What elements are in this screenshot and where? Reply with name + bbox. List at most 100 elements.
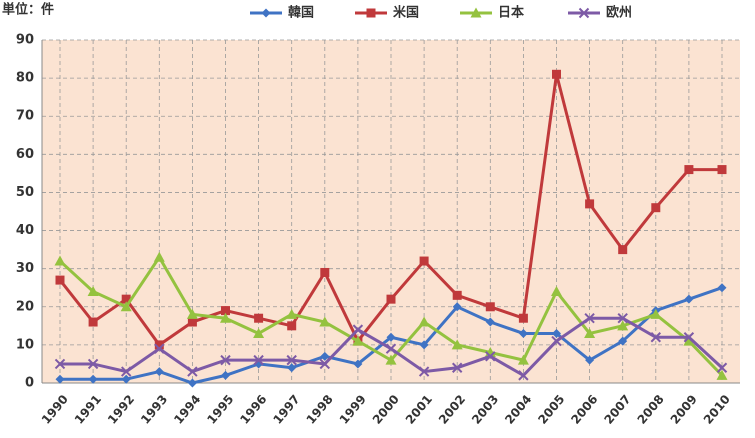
data-point [286, 308, 298, 319]
x-tick-label: 2009 [668, 392, 700, 427]
data-point [55, 275, 65, 285]
data-point [287, 321, 297, 331]
y-tick-label: 60 [16, 147, 34, 162]
legend-label: 日本 [498, 5, 524, 21]
data-point [452, 302, 462, 312]
y-tick-label: 80 [16, 71, 34, 86]
y-tick-label: 20 [16, 299, 34, 314]
data-point [418, 366, 430, 377]
data-point [88, 317, 98, 327]
x-tick-label: 2007 [601, 392, 633, 427]
data-point [120, 366, 132, 377]
y-tick-label: 70 [16, 109, 34, 124]
data-point [154, 340, 164, 350]
y-tick-label: 10 [16, 337, 34, 352]
data-point [451, 362, 463, 373]
data-point [54, 255, 66, 266]
data-point [650, 332, 662, 343]
data-point [518, 328, 528, 338]
data-point [54, 358, 66, 370]
data-point [716, 369, 728, 380]
data-point [617, 313, 628, 324]
x-tick-label: 2008 [635, 392, 667, 427]
data-point [320, 351, 330, 361]
data-point [220, 354, 231, 366]
x-tick-label: 2006 [568, 392, 600, 427]
data-point [187, 317, 197, 327]
data-point [385, 343, 397, 354]
y-tick-label: 0 [25, 376, 34, 391]
data-point [650, 308, 662, 319]
data-point [716, 362, 728, 373]
chart-title: 単位：件 [2, 2, 54, 18]
y-tick-label: 50 [16, 185, 34, 200]
data-point [618, 336, 628, 346]
data-point [55, 374, 65, 384]
data-point [87, 286, 99, 297]
data-point [186, 308, 198, 319]
data-point [386, 332, 396, 342]
data-point [684, 165, 694, 175]
data-point [385, 354, 397, 365]
y-tick-label: 40 [16, 223, 34, 238]
data-point [618, 245, 628, 255]
x-tick-label: 1994 [171, 392, 203, 427]
legend-label: 欧州 [606, 5, 632, 21]
data-point [153, 251, 165, 262]
data-point [683, 335, 695, 346]
legend-label: 米国 [393, 5, 419, 21]
data-point [88, 374, 98, 384]
data-point [319, 358, 331, 370]
x-tick-label: 1999 [337, 392, 369, 427]
data-point [651, 203, 661, 213]
data-point [253, 327, 265, 338]
x-tick-label: 2000 [370, 392, 402, 427]
data-point [451, 339, 463, 350]
x-tick-label: 2010 [701, 392, 733, 427]
data-point [221, 306, 230, 316]
data-point [187, 378, 197, 388]
data-point [683, 332, 695, 343]
data-point [254, 313, 264, 323]
legend-marker [578, 7, 590, 19]
data-point [286, 354, 297, 366]
data-point [518, 370, 529, 381]
data-point [551, 335, 562, 347]
x-tick-label: 2002 [436, 392, 468, 427]
data-point [87, 358, 99, 370]
data-point [517, 354, 529, 365]
x-tick-label: 2003 [469, 392, 501, 427]
data-point [585, 199, 595, 209]
data-point [386, 294, 396, 304]
data-point [253, 354, 264, 366]
data-point [552, 69, 561, 79]
data-point [584, 327, 596, 338]
data-point [419, 340, 429, 350]
data-point [617, 320, 629, 331]
data-point [485, 317, 495, 327]
data-point [584, 313, 595, 324]
x-tick-label: 1993 [138, 392, 170, 427]
data-point [120, 301, 132, 312]
y-tick-label: 90 [16, 33, 34, 48]
data-point [320, 267, 330, 277]
data-point [319, 316, 331, 327]
data-point [485, 351, 496, 362]
data-point [187, 366, 198, 377]
legend-marker [366, 8, 376, 18]
data-point [287, 363, 297, 373]
data-point [518, 313, 528, 323]
data-point [585, 355, 595, 365]
data-point [551, 286, 562, 297]
legend-marker [261, 8, 271, 18]
x-tick-label: 1995 [204, 392, 236, 427]
y-tick-label: 30 [16, 261, 34, 276]
data-point [220, 312, 231, 323]
x-tick-label: 1996 [237, 392, 269, 427]
data-point [552, 328, 561, 338]
data-point [717, 283, 727, 293]
x-tick-label: 1997 [270, 392, 302, 427]
data-point [353, 359, 363, 369]
x-tick-label: 2001 [403, 392, 435, 427]
